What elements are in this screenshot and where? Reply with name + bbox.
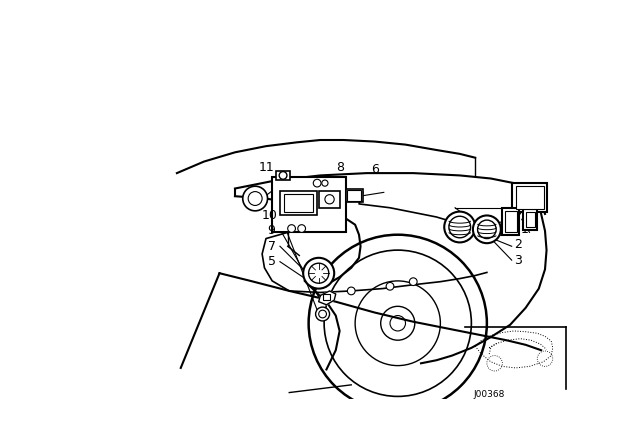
Text: 7: 7	[268, 240, 276, 253]
Circle shape	[390, 315, 406, 331]
Bar	[272, 177, 346, 233]
Polygon shape	[319, 291, 336, 305]
Circle shape	[319, 310, 326, 318]
Text: 9: 9	[268, 224, 275, 237]
Bar	[505, 211, 517, 233]
Circle shape	[298, 225, 305, 233]
Bar	[524, 208, 537, 230]
Circle shape	[410, 278, 417, 285]
Bar	[284, 194, 313, 212]
Text: 8: 8	[336, 161, 344, 174]
Text: 2: 2	[514, 238, 522, 251]
Bar	[525, 211, 535, 227]
Bar	[516, 186, 544, 209]
Circle shape	[473, 215, 501, 243]
Text: J00368: J00368	[474, 390, 505, 399]
Circle shape	[248, 192, 262, 206]
Text: 1: 1	[520, 223, 528, 236]
Circle shape	[487, 356, 502, 371]
Bar	[276, 171, 290, 180]
Circle shape	[279, 172, 287, 179]
Bar	[513, 183, 547, 212]
Text: 10: 10	[262, 209, 278, 222]
Text: 3: 3	[514, 254, 522, 267]
Bar	[323, 294, 330, 300]
Circle shape	[355, 281, 440, 366]
Circle shape	[381, 306, 415, 340]
Circle shape	[325, 195, 334, 204]
Circle shape	[449, 216, 470, 238]
Circle shape	[288, 225, 296, 233]
Circle shape	[308, 235, 487, 412]
Bar	[319, 191, 340, 208]
Circle shape	[386, 282, 394, 290]
Bar	[280, 191, 317, 215]
Bar	[502, 208, 520, 236]
Text: 4: 4	[525, 207, 534, 220]
Circle shape	[243, 186, 268, 211]
Circle shape	[444, 211, 476, 242]
Circle shape	[308, 263, 329, 283]
Text: 11: 11	[259, 161, 274, 174]
Circle shape	[322, 180, 328, 186]
Bar	[348, 190, 362, 201]
Circle shape	[303, 258, 334, 289]
Text: 6: 6	[371, 163, 378, 176]
Circle shape	[348, 287, 355, 295]
Circle shape	[313, 179, 321, 187]
Circle shape	[537, 351, 553, 366]
Bar	[346, 189, 363, 202]
Text: 5: 5	[268, 255, 276, 268]
Circle shape	[316, 307, 330, 321]
Circle shape	[477, 220, 496, 238]
Circle shape	[324, 250, 472, 396]
